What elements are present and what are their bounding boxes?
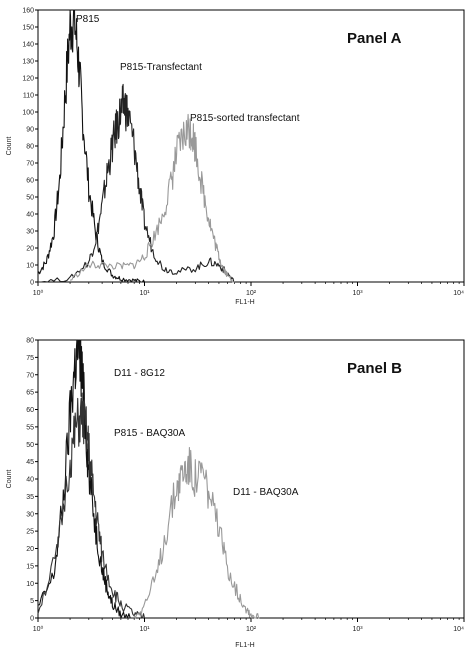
panel-a-label: Panel A [347, 30, 402, 47]
x-tick-label: 10⁴ [453, 290, 464, 297]
y-tick-label: 55 [26, 424, 34, 431]
panel-a-xlabel: FL1-H [235, 299, 254, 306]
y-tick-label: 110 [23, 93, 34, 100]
y-tick-label: 120 [22, 76, 34, 83]
y-tick-label: 35 [26, 494, 34, 501]
y-tick-label: 20 [26, 246, 34, 253]
y-tick-label: 70 [26, 372, 34, 379]
series-line-p815-transfectant [38, 83, 235, 283]
panel-a-x-ticks: 10⁰ 10¹ 10² 10³ 10⁴ [33, 282, 465, 297]
x-tick-label: 10⁰ [33, 625, 44, 633]
y-tick-label: 30 [26, 511, 34, 518]
y-tick-label: 15 [26, 563, 34, 570]
y-tick-label: 100 [22, 110, 34, 117]
y-tick-label: 20 [26, 546, 34, 553]
y-tick-label: 10 [26, 263, 34, 270]
y-tick-label: 60 [26, 407, 34, 414]
y-tick-label: 45 [26, 459, 34, 466]
y-tick-label: 70 [26, 161, 34, 168]
panel-b-y-ticks: 0 5 10 15 20 25 30 35 40 45 50 55 60 65 70 75 80 [26, 338, 38, 623]
panel-a-ylabel: Count [6, 137, 13, 156]
y-tick-label: 150 [22, 25, 34, 32]
panel-b: Panel B FL1-H Count 0 5 10 15 20 25 30 35 40 45 50… [6, 338, 465, 649]
y-tick-label: 10 [26, 581, 34, 588]
x-tick-label: 10⁰ [33, 289, 44, 297]
y-tick-label: 80 [26, 338, 34, 345]
panel-b-plot-frame [37, 339, 465, 619]
y-tick-label: 0 [30, 616, 34, 623]
x-tick-label: 10² [246, 290, 257, 297]
y-tick-label: 30 [26, 229, 34, 236]
y-tick-label: 40 [26, 477, 34, 484]
y-tick-label: 40 [26, 212, 34, 219]
y-tick-label: 160 [22, 8, 34, 15]
y-tick-label: 80 [26, 144, 34, 151]
x-tick-label: 10⁴ [453, 626, 464, 633]
panel-a-series-label-transfectant: P815-Transfectant [120, 62, 202, 73]
y-tick-label: 75 [26, 355, 34, 362]
x-tick-label: 10¹ [139, 290, 150, 297]
y-tick-label: 90 [26, 127, 34, 134]
panel-a-y-ticks: 0 10 20 30 40 50 60 70 80 90 100 110 120 130 140 150 160 [22, 8, 38, 287]
panel-a-series-label-p815: P815 [76, 14, 100, 25]
series-line-d11-8g12 [37, 339, 135, 619]
panel-a: Panel A FL1-H Count 0 10 20 30 40 50 60 70 80 90 1… [6, 8, 465, 306]
panel-b-label: Panel B [347, 360, 402, 377]
panel-b-xlabel: FL1-H [235, 642, 254, 649]
panel-b-series-label-d11-baq30a: D11 - BAQ30A [233, 487, 299, 498]
y-tick-label: 50 [26, 195, 34, 202]
y-tick-label: 65 [26, 390, 34, 397]
y-tick-label: 60 [26, 178, 34, 185]
y-tick-label: 50 [26, 442, 34, 449]
y-tick-label: 0 [30, 280, 34, 287]
x-tick-label: 10³ [352, 290, 363, 297]
panel-b-x-ticks: 10⁰ 10¹ 10² 10³ 10⁴ [33, 618, 465, 633]
panel-a-series [37, 9, 235, 283]
series-line-p815-baq30a [37, 392, 146, 619]
y-tick-label: 5 [30, 598, 34, 605]
panel-b-ylabel: Count [6, 470, 13, 489]
x-tick-label: 10² [246, 626, 257, 633]
panel-b-series [37, 339, 260, 619]
series-line-p815-sorted-transfectant [69, 113, 235, 283]
panel-b-series-label-d11-8g12: D11 - 8G12 [114, 368, 165, 379]
panel-b-series-label-p815-baq30a: P815 - BAQ30A [114, 428, 185, 439]
panel-a-series-label-sorted: P815-sorted transfectant [190, 113, 300, 124]
x-tick-label: 10³ [352, 626, 363, 633]
y-tick-label: 140 [22, 42, 34, 49]
series-line-p815 [37, 9, 145, 283]
y-tick-label: 130 [22, 59, 34, 66]
series-line-d11-baq30a [133, 446, 260, 619]
x-tick-label: 10¹ [139, 626, 150, 633]
y-tick-label: 25 [26, 529, 34, 536]
panel-a-plot-frame [37, 9, 465, 283]
